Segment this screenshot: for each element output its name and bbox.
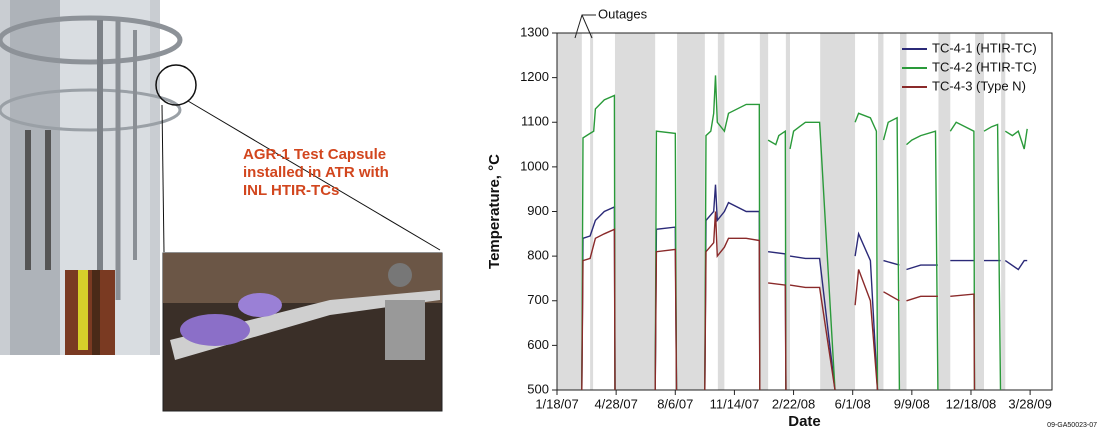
x-tick-label: 1/18/07 [535, 396, 578, 411]
outage-band [900, 33, 907, 390]
capsule-photo [162, 252, 443, 412]
outage-band [878, 33, 884, 390]
outage-band [557, 33, 582, 390]
outage-band [938, 33, 951, 390]
note: 09-GA50023-07 [1047, 422, 1097, 429]
x-tick-label: 3/28/09 [1008, 396, 1051, 411]
y-tick-label: 1000 [520, 158, 549, 173]
x-tick-label: 2/22/08 [772, 396, 815, 411]
y-tick-label: 1300 [520, 24, 549, 39]
x-tick-label: 8/6/07 [657, 396, 693, 411]
x-tick-label: 6/1/08 [835, 396, 871, 411]
outage-band [975, 33, 984, 390]
y-tick-label: 800 [527, 248, 549, 263]
series-line [581, 211, 976, 391]
x-tick-label: 11/14/07 [710, 396, 760, 411]
y-tick-label: 700 [527, 292, 549, 307]
legend-label: TC-4-3 (Type N) [932, 78, 1026, 93]
outage-band [717, 33, 725, 390]
outage-band [677, 33, 705, 390]
callout-line: installed in ATR with [243, 164, 389, 181]
y-tick-label: 600 [527, 337, 549, 352]
y-tick-label: 500 [527, 381, 549, 396]
y-tick-label: 1200 [520, 69, 549, 84]
y-tick-label: 900 [527, 203, 549, 218]
series-line [581, 75, 1028, 391]
y-axis-title: Temperature, °C [486, 154, 503, 269]
annotation-arrow [574, 14, 596, 39]
legend-label: TC-4-1 (HTIR-TC) [932, 40, 1037, 55]
chart: 500 600 700 800 900 1000 1100 1200 1300 1/18/07 4/… [486, 6, 1097, 430]
outage-band [590, 33, 594, 390]
x-tick-label: 4/28/07 [594, 396, 637, 411]
x-tick-label: 9/9/08 [894, 396, 930, 411]
outage-band [785, 33, 791, 390]
x-axis-title: Date [788, 413, 821, 430]
callout-line: AGR-1 Test Capsule [243, 146, 386, 163]
y-tick-label: 1100 [521, 114, 549, 129]
outage-band [759, 33, 769, 390]
annotation: Outages [598, 6, 648, 21]
reactor-illustration [0, 0, 441, 355]
callout-line: INL HTIR-TCs [243, 182, 339, 199]
x-tick-label: 12/18/08 [946, 396, 997, 411]
legend-label: TC-4-2 (HTIR-TC) [932, 59, 1037, 74]
outage-band [614, 33, 656, 390]
outage-band [1001, 33, 1006, 390]
